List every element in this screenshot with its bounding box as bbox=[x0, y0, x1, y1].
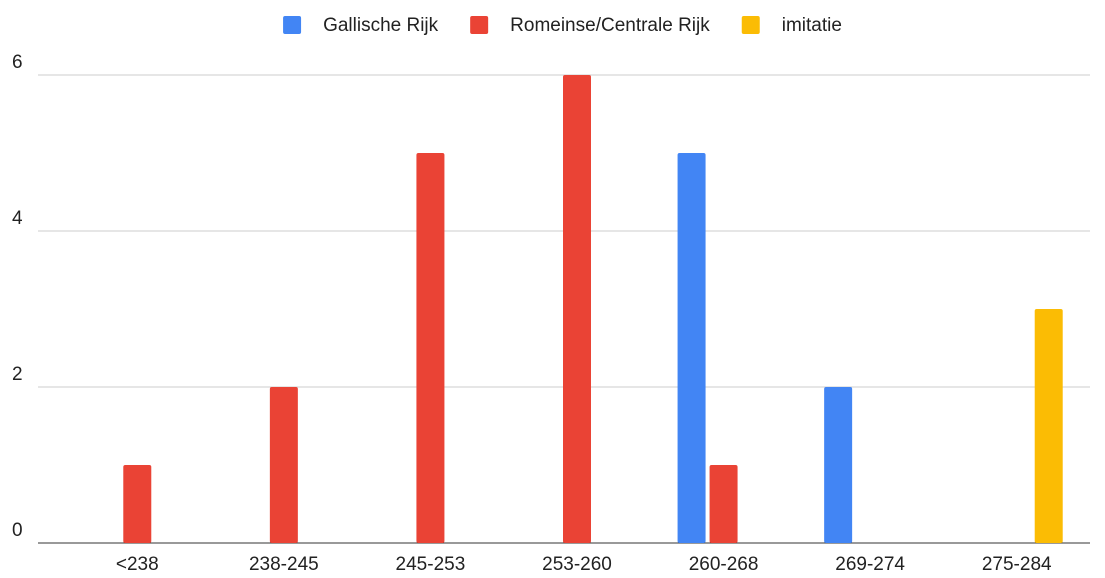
bar bbox=[563, 75, 591, 543]
bar bbox=[709, 465, 738, 543]
x-tick-label: 275-284 bbox=[982, 554, 1052, 575]
y-tick-label: 6 bbox=[12, 52, 23, 73]
x-tick-label: 260-268 bbox=[689, 554, 759, 575]
bar bbox=[677, 153, 706, 543]
x-tick-label: 253-260 bbox=[542, 554, 612, 575]
legend-swatch bbox=[470, 16, 489, 34]
bar bbox=[123, 465, 152, 543]
y-tick-label: 2 bbox=[12, 364, 23, 385]
legend-label: Gallische Rijk bbox=[323, 15, 439, 36]
bar bbox=[824, 387, 853, 543]
legend-label: Romeinse/Centrale Rijk bbox=[510, 15, 710, 36]
legend-swatch bbox=[741, 16, 760, 34]
legend-label: imitatie bbox=[782, 15, 842, 36]
x-tick-label: 245-253 bbox=[396, 554, 466, 575]
x-tick-label: 269-274 bbox=[835, 554, 905, 575]
legend-swatch bbox=[283, 16, 302, 34]
bar bbox=[416, 153, 445, 543]
y-tick-label: 4 bbox=[12, 208, 23, 229]
bar bbox=[1034, 309, 1063, 543]
y-tick-label: 0 bbox=[12, 520, 23, 541]
x-tick-label: <238 bbox=[116, 554, 159, 575]
bar bbox=[269, 387, 298, 543]
x-tick-label: 238-245 bbox=[249, 554, 319, 575]
